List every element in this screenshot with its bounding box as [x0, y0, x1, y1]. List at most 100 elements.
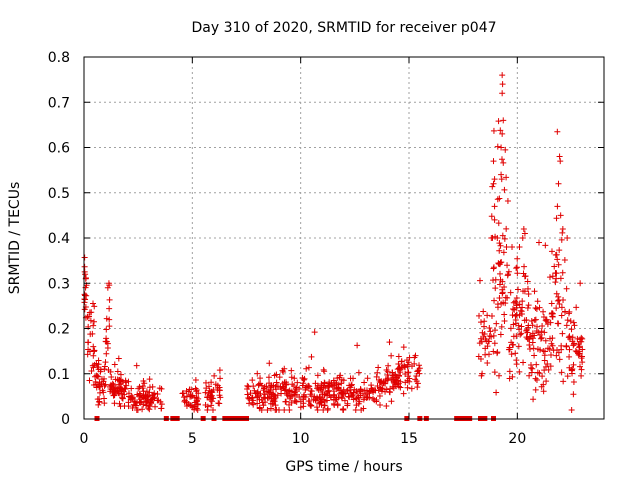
data-point — [110, 383, 117, 390]
data-point — [324, 405, 331, 412]
data-point — [118, 380, 125, 387]
data-point — [519, 304, 526, 311]
data-point — [270, 397, 277, 404]
data-point — [249, 377, 256, 384]
data-point — [106, 296, 113, 303]
data-point — [521, 317, 528, 324]
data-point — [570, 319, 577, 326]
data-point — [103, 326, 110, 333]
data-point — [566, 333, 573, 340]
data-point — [484, 312, 491, 319]
data-point — [552, 270, 559, 277]
data-point — [364, 375, 371, 382]
data-point — [107, 368, 114, 375]
data-point — [511, 306, 518, 313]
data-point — [146, 384, 153, 391]
data-point — [551, 263, 558, 270]
data-point — [377, 401, 384, 408]
data-point — [504, 262, 511, 269]
data-point — [314, 382, 321, 389]
data-point — [548, 248, 555, 255]
data-point — [96, 384, 103, 391]
data-point — [536, 331, 543, 338]
data-point — [513, 265, 520, 272]
x-axis-label: GPS time / hours — [285, 459, 402, 475]
data-point — [373, 373, 380, 380]
data-point — [261, 385, 268, 392]
data-point — [192, 401, 199, 408]
data-point — [136, 393, 143, 400]
data-point — [300, 403, 307, 410]
data-point — [496, 247, 503, 254]
data-point — [490, 265, 497, 272]
data-point — [101, 366, 108, 373]
data-point — [331, 394, 338, 401]
data-point — [386, 339, 393, 346]
data-point — [560, 296, 567, 303]
data-point — [495, 118, 502, 125]
data-point — [91, 347, 98, 354]
grid-lines — [84, 57, 604, 419]
data-point — [497, 242, 504, 249]
data-point — [478, 372, 485, 379]
data-point — [265, 374, 272, 381]
data-point — [400, 344, 407, 351]
data-point — [354, 342, 361, 349]
data-point — [526, 333, 533, 340]
data-point — [554, 346, 561, 353]
data-point — [96, 398, 103, 405]
data-point — [82, 271, 89, 278]
data-point — [350, 396, 357, 403]
data-point — [94, 373, 101, 380]
data-point — [546, 335, 553, 342]
data-point — [294, 379, 301, 386]
data-point — [552, 279, 559, 286]
data-point — [81, 299, 88, 306]
data-point — [416, 362, 423, 369]
data-point — [157, 398, 164, 405]
data-point — [501, 284, 508, 291]
data-point — [193, 405, 200, 412]
data-point — [216, 367, 223, 374]
data-point — [553, 352, 560, 359]
data-point — [86, 309, 93, 316]
data-point — [517, 331, 524, 338]
data-point — [553, 215, 560, 222]
data-point — [505, 268, 512, 275]
data-point — [194, 401, 201, 408]
data-point — [540, 388, 547, 395]
data-point — [553, 305, 560, 312]
data-point — [103, 315, 110, 322]
data-point — [321, 398, 328, 405]
data-point — [117, 371, 124, 378]
data-point — [116, 400, 123, 407]
data-point — [508, 351, 515, 358]
data-point — [104, 284, 111, 291]
data-point — [519, 235, 526, 241]
data-point — [97, 383, 104, 390]
data-point — [110, 392, 117, 399]
y-tick-label: 0.4 — [48, 231, 70, 247]
x-tick-label: 0 — [80, 431, 89, 447]
data-point — [554, 128, 561, 135]
data-point — [254, 370, 261, 377]
data-point — [555, 261, 562, 268]
y-tick-label: 0.3 — [48, 276, 70, 292]
data-point — [192, 385, 199, 392]
data-point — [348, 390, 355, 397]
data-point — [491, 340, 498, 347]
data-point — [400, 390, 407, 397]
data-point — [575, 350, 582, 357]
data-point — [502, 294, 509, 301]
data-point — [348, 393, 355, 400]
data-point — [494, 235, 501, 242]
data-point — [485, 351, 492, 358]
data-point — [269, 390, 276, 397]
data-point — [303, 365, 310, 372]
data-point — [514, 264, 521, 271]
data-point — [395, 353, 402, 360]
data-point — [500, 249, 507, 256]
data-point — [516, 368, 523, 375]
data-point — [281, 406, 288, 413]
